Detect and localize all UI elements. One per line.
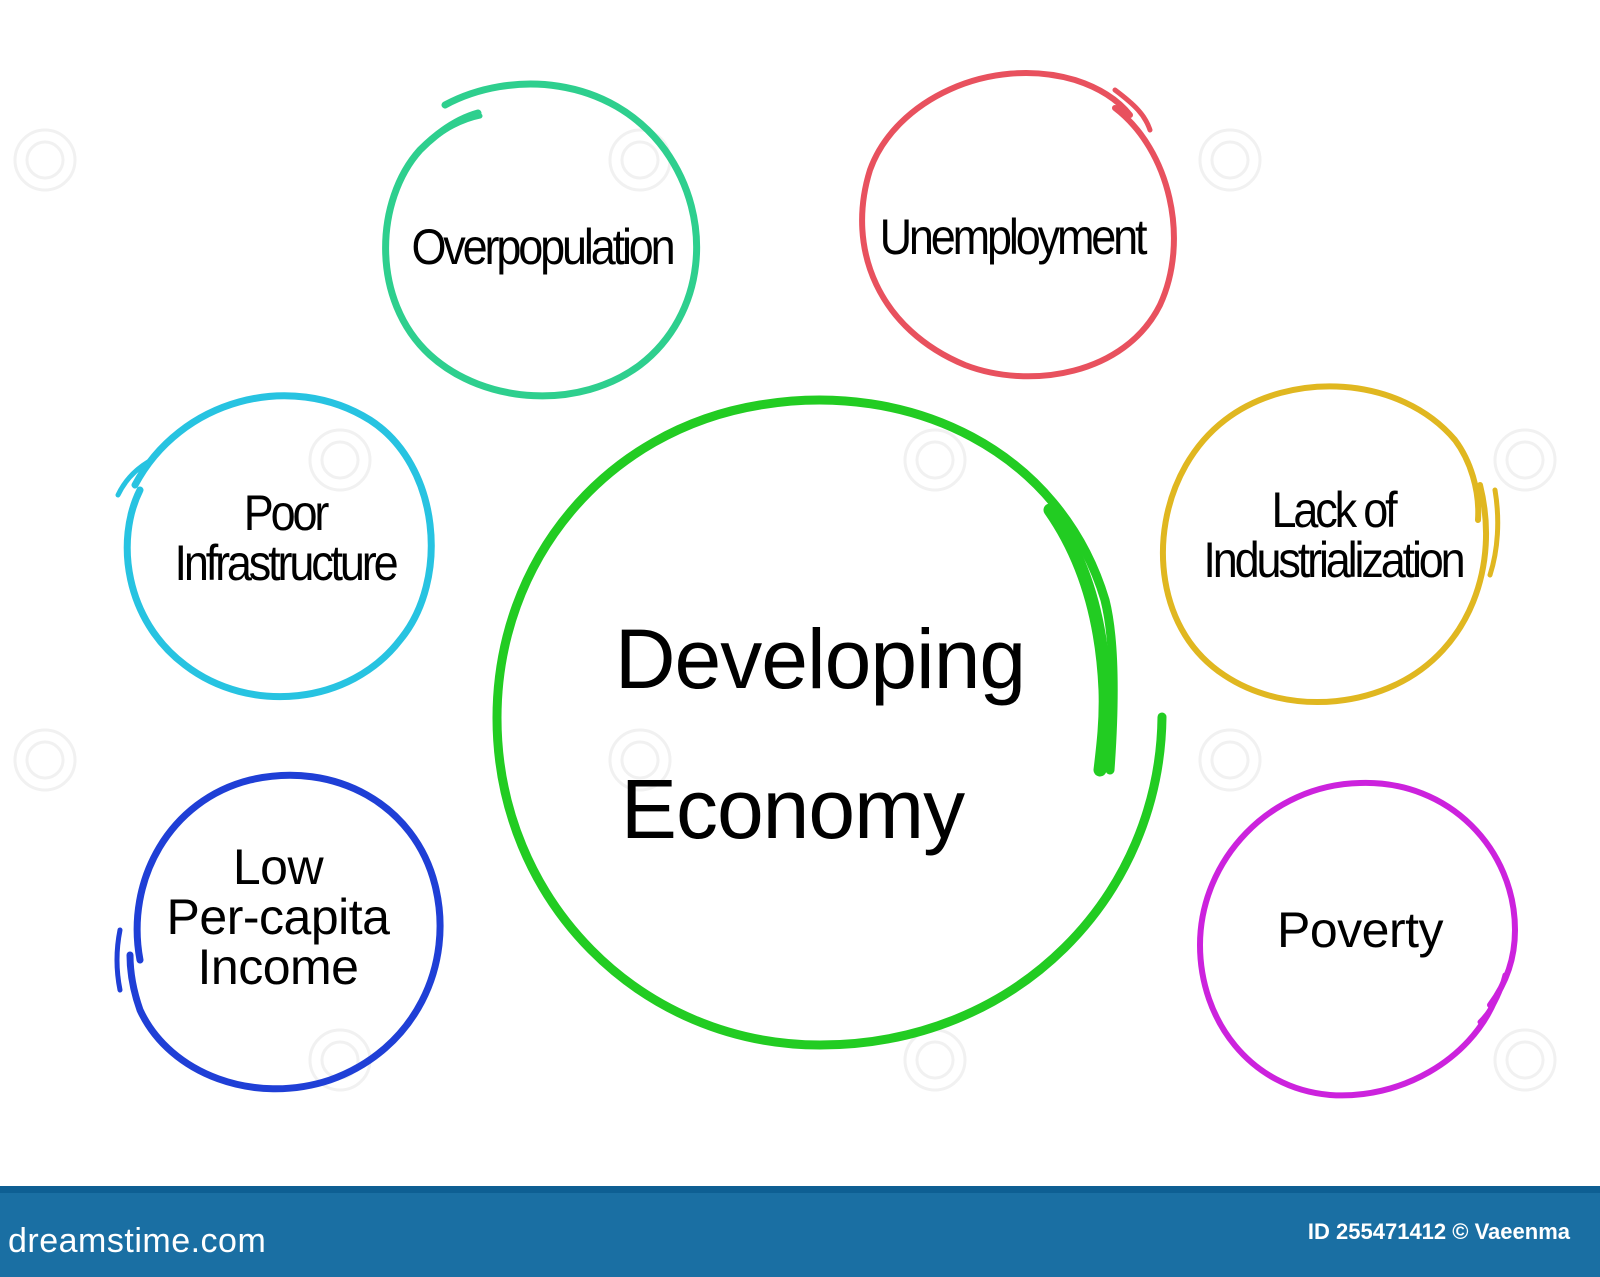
ring-lack-of-industrialization-accent bbox=[1487, 487, 1501, 578]
label-unemployment-line-1: Unemployment bbox=[879, 209, 1148, 265]
label-poor-infrastructure-line-2: Infrastructure bbox=[174, 535, 398, 591]
label-overpopulation: Overpopulation bbox=[407, 222, 677, 272]
label-poor-infrastructure: Poor Infrastructure bbox=[146, 488, 425, 588]
ring-low-per-capita-income-accent bbox=[114, 927, 123, 993]
ring-unemployment bbox=[859, 70, 1177, 380]
center-ring-accent bbox=[1043, 503, 1112, 777]
label-low-per-capita-income: Low Per-capita Income bbox=[128, 842, 428, 992]
ring-poverty-stroke bbox=[1196, 779, 1519, 1099]
label-low-per-capita-income-line-3: Income bbox=[197, 939, 359, 995]
label-unemployment: Unemployment bbox=[877, 209, 1148, 265]
footer-brand: dreamstime.com bbox=[8, 1222, 267, 1260]
ring-overpopulation bbox=[382, 80, 701, 400]
footer-credit: ID 255471412 © Vaeenma bbox=[1307, 1219, 1570, 1244]
center-ring-stroke bbox=[492, 395, 1167, 1050]
label-lack-of-industrialization-line-2: Industrialization bbox=[1203, 532, 1465, 588]
label-lack-of-industrialization: Lack of Industrialization bbox=[1185, 485, 1482, 585]
ring-overpopulation-stroke bbox=[382, 80, 701, 400]
label-low-per-capita-income-line-1: Low bbox=[232, 839, 324, 895]
ring-poor-infrastructure-accent bbox=[115, 459, 151, 498]
center-label: Developing Economy bbox=[560, 585, 1080, 884]
ring-poor-infrastructure bbox=[115, 392, 435, 701]
ring-poverty-accent bbox=[1477, 972, 1508, 1025]
label-overpopulation-line-1: Overpopulation bbox=[411, 219, 675, 275]
label-low-per-capita-income-line-2: Per-capita bbox=[166, 889, 390, 945]
label-poor-infrastructure-line-1: Poor bbox=[243, 485, 330, 541]
ring-low-per-capita-income bbox=[114, 771, 444, 1093]
ring-unemployment-stroke bbox=[859, 70, 1177, 380]
ring-poor-infrastructure-stroke bbox=[123, 392, 435, 701]
footer-strip bbox=[0, 1186, 1600, 1193]
ring-lack-of-industrialization bbox=[1159, 383, 1501, 705]
ring-unemployment-accent bbox=[1112, 87, 1153, 133]
center-label-line-2: Economy bbox=[620, 761, 965, 856]
ring-poverty bbox=[1196, 779, 1519, 1099]
label-poverty: Poverty bbox=[1210, 905, 1510, 955]
label-lack-of-industrialization-line-1: Lack of bbox=[1271, 482, 1397, 538]
footer-bar bbox=[0, 1186, 1600, 1277]
center-ring bbox=[492, 395, 1167, 1050]
ring-overpopulation-accent bbox=[415, 113, 483, 155]
center-label-line-1: Developing bbox=[614, 612, 1026, 706]
diagram-rings bbox=[13, 70, 1557, 1099]
ring-low-per-capita-income-stroke bbox=[126, 771, 444, 1093]
label-poverty-line-1: Poverty bbox=[1276, 902, 1444, 958]
ring-lack-of-industrialization-stroke bbox=[1159, 383, 1490, 705]
